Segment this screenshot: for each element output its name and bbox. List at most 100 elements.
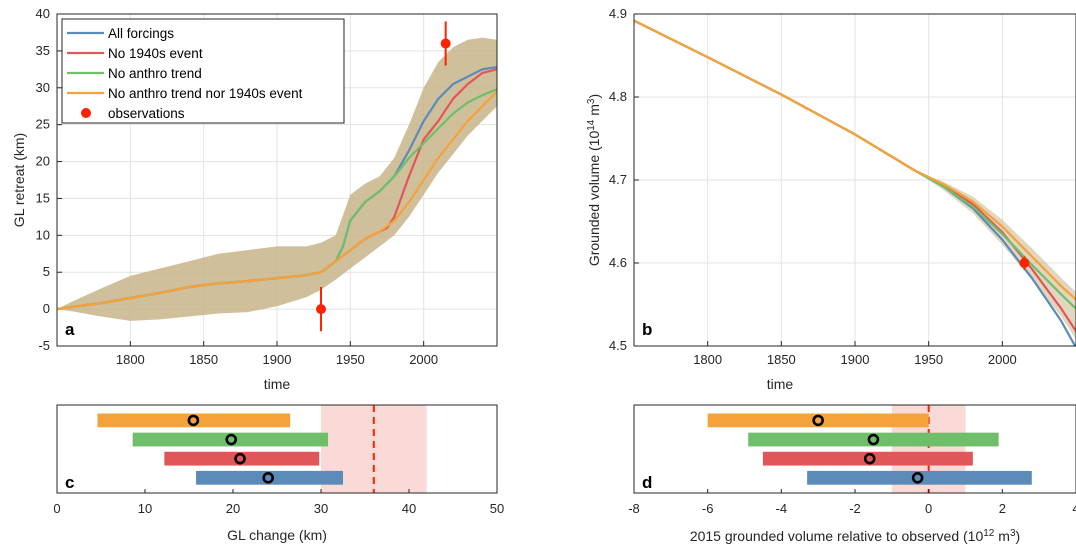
- y-axis-label-part: ): [586, 94, 602, 99]
- median-marker-2: [863, 452, 876, 465]
- range-bar-1: [132, 432, 329, 447]
- axes-box: [633, 13, 1076, 347]
- y-axis-label-part: Grounded volume (10: [586, 131, 602, 267]
- panel-label-a: a: [65, 320, 75, 339]
- x-tick-label: 30: [314, 501, 328, 516]
- median-marker-1: [867, 433, 880, 446]
- x-tick-label: -4: [776, 501, 788, 516]
- x-tick-label: 1850: [189, 352, 218, 367]
- y-axis-label: Grounded volume (1014 m3): [586, 94, 603, 266]
- y-tick-label: 10: [36, 227, 50, 242]
- x-tick-label: 1800: [116, 352, 145, 367]
- legend-entry: All forcings: [108, 26, 174, 41]
- range-bar-2: [762, 451, 973, 466]
- x-tick-label: 50: [490, 501, 504, 516]
- x-tick-label: 2: [999, 501, 1006, 516]
- panel-label-d: d: [642, 473, 652, 492]
- x-tick-label: 20: [226, 501, 240, 516]
- x-axis-label: GL change (km): [227, 527, 327, 543]
- y-tick-label: -5: [38, 338, 50, 353]
- median-marker-1: [225, 433, 238, 446]
- y-tick-label: 35: [36, 43, 50, 58]
- x-axis-label-part: 3: [1010, 528, 1016, 539]
- y-tick-label: 0: [43, 301, 50, 316]
- panel-b: 1800 1850 1900 1950 2000 4.5 4.6 4.7 4.8 4.9 time G…: [586, 6, 1076, 392]
- y-tick-label: 4.7: [609, 172, 627, 187]
- legend-marker: [81, 108, 91, 118]
- plot-content: [97, 405, 427, 493]
- y-tick-label: 40: [36, 6, 50, 21]
- median-marker-0: [187, 414, 200, 427]
- series-line-3: [634, 19, 1076, 301]
- plot-content: [707, 405, 1032, 493]
- legend-box: [61, 18, 345, 124]
- legend-entry: No anthro trend: [108, 66, 202, 81]
- panel-d: -8 -6 -4 -2 0 2 4 d 2015 grounded volume relativ…: [628, 404, 1076, 545]
- x-tick-label: 40: [402, 501, 416, 516]
- y-tick-label: 15: [36, 190, 50, 205]
- x-tick-label: 1950: [336, 352, 365, 367]
- plot-content: [634, 19, 1076, 346]
- panel-label-c: c: [65, 473, 74, 492]
- x-tick-label: 1800: [693, 352, 722, 367]
- x-tick-label: 0: [53, 501, 60, 516]
- observation-point: [316, 304, 326, 315]
- range-bar-1: [748, 432, 999, 447]
- range-bar-3: [807, 470, 1032, 485]
- y-axis-label-part: 3: [586, 98, 597, 104]
- x-tick-label: 10: [138, 501, 152, 516]
- panel-label-b: b: [642, 320, 652, 339]
- x-tick-label: 0: [925, 501, 932, 516]
- y-tick-label: 4.6: [609, 255, 627, 270]
- y-tick-label: 4.8: [609, 89, 627, 104]
- x-tick-label: 2000: [409, 352, 438, 367]
- x-tick-label: 1900: [263, 352, 292, 367]
- legend-entry: No 1940s event: [108, 46, 203, 61]
- y-tick-label: 4.9: [609, 6, 627, 21]
- range-bar-0: [707, 413, 929, 428]
- legend: All forcings No 1940s event No anthro tren…: [61, 18, 345, 124]
- y-tick-label: 20: [36, 154, 50, 169]
- x-tick-label: 4: [1072, 501, 1076, 516]
- y-axis-label: GL retreat (km): [11, 133, 27, 227]
- panel-c: 0 10 20 30 40 50 c GL change (km): [53, 404, 504, 543]
- range-bar-0: [97, 413, 291, 428]
- x-tick-label: -8: [628, 501, 640, 516]
- x-axis-label-part: 12: [983, 528, 995, 539]
- x-axis-label-part: 2015 grounded volume relative to observe…: [690, 528, 984, 544]
- x-tick-label: 1850: [767, 352, 796, 367]
- series-line-3: [57, 90, 497, 311]
- observation-point: [440, 38, 451, 49]
- x-tick-label: -6: [702, 501, 714, 516]
- plot-content: [57, 21, 497, 332]
- y-axis-label-part: m: [586, 104, 602, 120]
- x-tick-label: -2: [849, 501, 861, 516]
- axes-box: [56, 13, 498, 347]
- y-tick-label: 25: [36, 117, 50, 132]
- x-axis-label-part: m: [994, 528, 1010, 544]
- panel-a: 1800 1850 1900 1950 2000 -5 0 5 10 15 20 25 30 35 40 ti…: [11, 6, 498, 392]
- legend-entry: No anthro trend nor 1940s event: [108, 86, 303, 101]
- y-tick-label: 5: [43, 264, 50, 279]
- x-tick-label: 1950: [914, 352, 943, 367]
- median-marker-3: [262, 471, 275, 484]
- range-bar-2: [164, 451, 320, 466]
- axes-box: [633, 404, 1076, 494]
- x-axis-label-part: ): [1016, 528, 1021, 544]
- x-tick-label: 1900: [841, 352, 870, 367]
- x-axis-label: 2015 grounded volume relative to observe…: [690, 528, 1020, 545]
- median-marker-3: [911, 471, 924, 484]
- axes-box: [56, 404, 498, 494]
- legend-entry: observations: [108, 106, 185, 121]
- y-tick-label: 4.5: [609, 338, 627, 353]
- observation-point: [1019, 258, 1030, 268]
- y-tick-label: 30: [36, 80, 50, 95]
- x-axis-label: time: [767, 376, 794, 392]
- median-marker-2: [234, 452, 246, 465]
- x-axis-label: time: [264, 376, 291, 392]
- y-axis-label-part: 14: [586, 119, 597, 131]
- median-marker-0: [812, 414, 824, 427]
- x-tick-label: 2000: [988, 352, 1017, 367]
- range-bar-3: [196, 470, 343, 485]
